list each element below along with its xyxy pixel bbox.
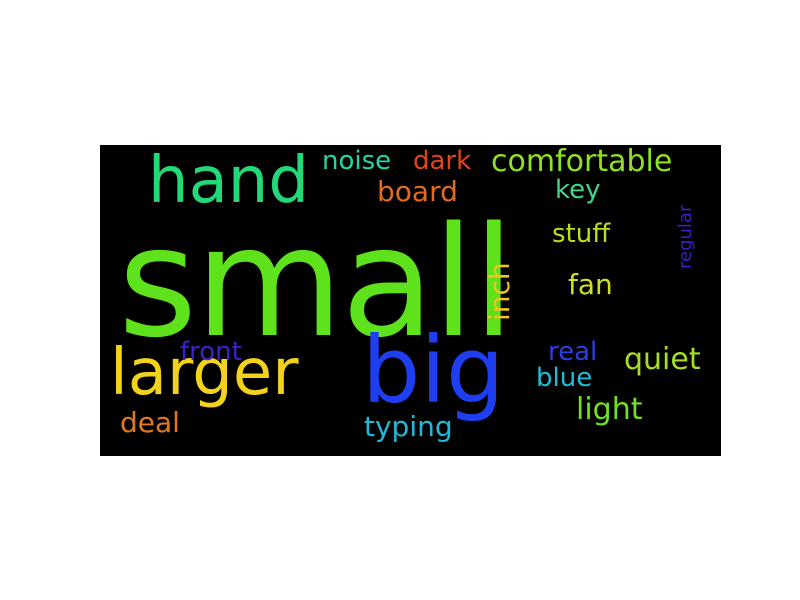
word-typing: typing: [364, 410, 453, 443]
word-light: light: [576, 392, 643, 427]
word-stuff: stuff: [552, 219, 611, 249]
word-comfortable: comfortable: [491, 145, 673, 179]
word-hand: hand: [148, 145, 309, 218]
word-blue: blue: [536, 363, 593, 393]
word-cloud: small hand larger big noise dark comfort…: [100, 145, 721, 456]
word-quiet: quiet: [624, 342, 701, 377]
word-larger: larger: [110, 336, 299, 410]
word-inch: inch: [483, 262, 516, 321]
word-fan: fan: [568, 268, 613, 301]
word-real: real: [548, 337, 598, 367]
word-board: board: [377, 175, 458, 208]
word-regular: regular: [675, 204, 696, 269]
word-dark: dark: [413, 146, 472, 176]
word-key: key: [555, 175, 601, 205]
word-deal: deal: [120, 406, 180, 439]
word-front: front: [180, 337, 242, 367]
word-big: big: [362, 317, 505, 424]
word-small: small: [118, 194, 515, 371]
word-noise: noise: [322, 146, 392, 176]
